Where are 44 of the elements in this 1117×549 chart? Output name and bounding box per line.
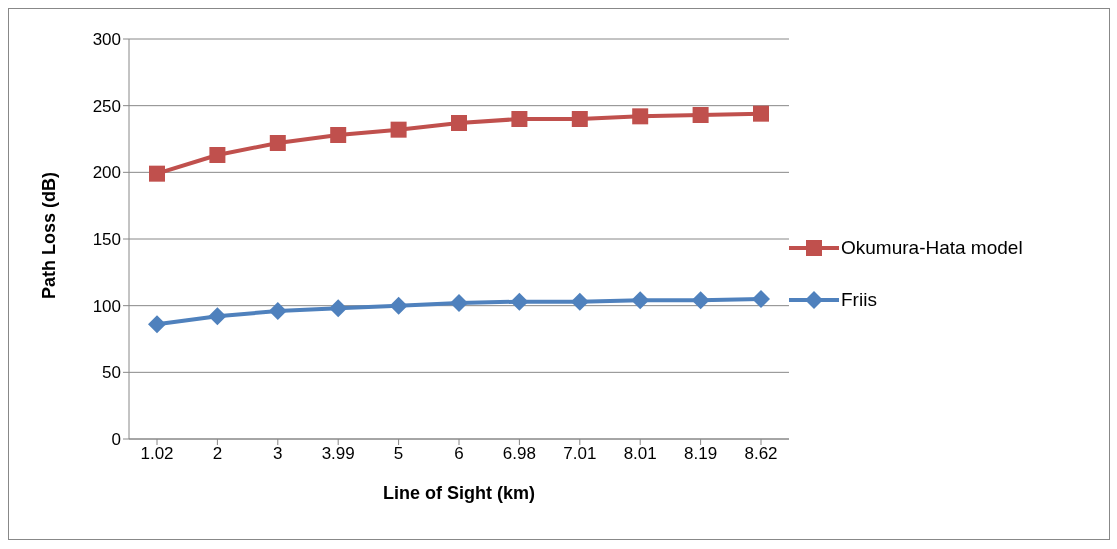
point bbox=[209, 147, 226, 163]
point bbox=[511, 111, 528, 127]
y-tick-label: 0 bbox=[111, 430, 121, 450]
point bbox=[268, 302, 287, 320]
x-axis-title: Line of Sight (km) bbox=[383, 483, 535, 503]
x-tick-label: 8.19 bbox=[684, 444, 718, 464]
y-tick-label: 150 bbox=[92, 230, 121, 250]
point bbox=[753, 105, 769, 122]
point bbox=[691, 291, 710, 310]
y-tick-label: 50 bbox=[102, 363, 121, 383]
point bbox=[389, 296, 408, 315]
x-tick-label: 8.01 bbox=[623, 444, 657, 464]
point bbox=[451, 115, 467, 131]
y-tick-label: 100 bbox=[92, 296, 121, 316]
point bbox=[450, 294, 468, 312]
x-tick-label: 5 bbox=[393, 444, 404, 464]
legend-label: Okumura-Hata model bbox=[841, 237, 1023, 259]
x-tick-label: 6 bbox=[454, 444, 464, 464]
point bbox=[330, 127, 347, 143]
point bbox=[752, 290, 770, 308]
point bbox=[692, 107, 709, 123]
point bbox=[570, 292, 589, 311]
point bbox=[148, 315, 166, 334]
point bbox=[208, 307, 227, 326]
x-tick-label: 3 bbox=[273, 444, 283, 464]
x-tick-label: 1.02 bbox=[140, 444, 174, 464]
legend-label: Friis bbox=[841, 289, 877, 311]
x-tick-label: 6.98 bbox=[502, 444, 536, 464]
y-axis-title: Path Loss (dB) bbox=[39, 171, 60, 299]
y-tick-label: 250 bbox=[92, 96, 121, 116]
y-tick-label: 200 bbox=[92, 163, 121, 183]
point bbox=[149, 165, 165, 182]
point bbox=[571, 111, 588, 127]
point bbox=[510, 292, 529, 311]
point bbox=[269, 135, 286, 151]
point bbox=[632, 108, 649, 125]
point bbox=[390, 121, 407, 138]
x-tick-label: 8.62 bbox=[744, 444, 778, 464]
point bbox=[329, 299, 348, 318]
x-tick-label: 2 bbox=[212, 444, 223, 464]
y-tick-label: 300 bbox=[92, 30, 121, 50]
x-tick-label: 7.01 bbox=[563, 444, 597, 464]
point bbox=[631, 291, 650, 310]
x-tick-label: 3.99 bbox=[321, 444, 355, 464]
